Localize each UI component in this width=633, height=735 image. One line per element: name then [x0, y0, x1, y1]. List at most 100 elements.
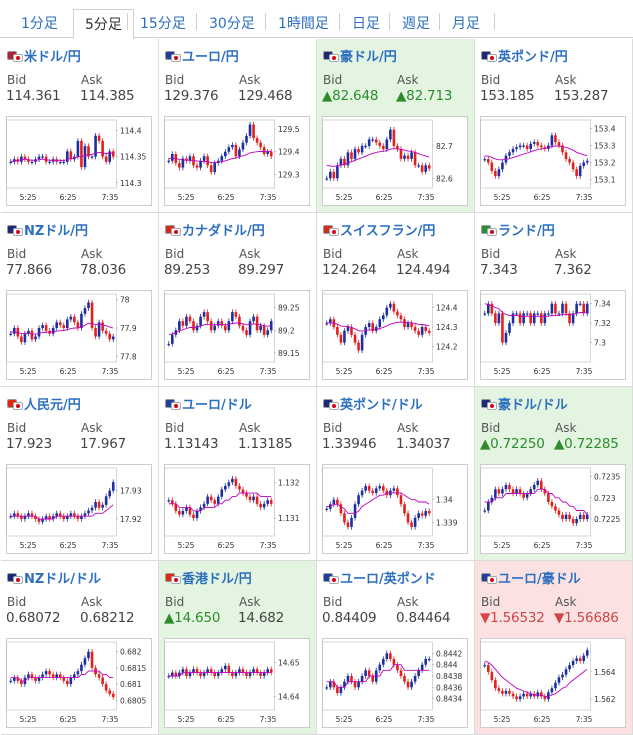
currency-pair-link[interactable]: スイスフラン/円 [323, 220, 436, 239]
currency-panel[interactable]: ユーロ/英ポンド Bid Ask 0.84409 0.84464 0.8442 0.844 0… [317, 561, 475, 735]
pair-name[interactable]: ユーロ/円 [182, 50, 239, 65]
currency-panel[interactable]: 英ポンド/ドル Bid Ask 1.33946 1.34037 1.34 1.339 5:25… [317, 387, 475, 561]
currency-pair-link[interactable]: 豪ドル/ドル [481, 394, 568, 413]
price-chart[interactable]: 114.4 114.35 114.3 5:25 6:25 7:35 [6, 116, 152, 206]
moving-average-line [168, 672, 272, 677]
currency-pair-link[interactable]: カナダドル/円 [165, 220, 265, 239]
currency-panel[interactable]: 人民元/円 Bid Ask 17.923 17.967 17.93 17.92 5:25 6:2… [1, 387, 159, 561]
price-chart[interactable]: 7.34 7.32 7.3 5:25 6:25 7:35 [480, 290, 626, 380]
pair-name[interactable]: 豪ドル/円 [340, 50, 397, 65]
tab-timeframe[interactable]: 15分足 [140, 16, 186, 32]
price-chart[interactable]: 82.7 82.6 5:25 6:25 7:35 [322, 116, 468, 206]
candle-body [227, 147, 231, 152]
ask-label: Ask [239, 595, 261, 609]
plot-area [480, 293, 591, 363]
currency-pair-link[interactable]: ユーロ/ドル [165, 394, 252, 413]
tab-timeframe[interactable]: 日足 [352, 16, 380, 32]
candle-body [209, 496, 213, 501]
currency-pair-link[interactable]: ユーロ/豪ドル [481, 568, 581, 587]
price-chart[interactable]: 153.4 153.3 153.2 153.1 5:25 6:25 7:35 [480, 116, 626, 206]
currency-panel[interactable]: 豪ドル/円 Bid Ask ▲82.648 ▲82.713 82.7 82.6 5:25 6:2… [317, 39, 475, 213]
candle-body [508, 323, 511, 333]
ask-label: Ask [555, 421, 577, 435]
pair-name[interactable]: 英ポンド/ドル [340, 398, 423, 413]
currency-pair-link[interactable]: 英ポンド/円 [481, 46, 568, 65]
currency-panel[interactable]: NZドル/ドル Bid Ask 0.68072 0.68212 0.682 0.6815 0.… [1, 561, 159, 735]
tab-timeframe[interactable]: 5分足 [73, 9, 134, 39]
currency-pair-link[interactable]: 米ドル/円 [7, 46, 81, 65]
candle-body [216, 496, 220, 504]
currency-panel[interactable]: ユーロ/ドル Bid Ask 1.13143 1.13185 1.132 1.131 5:25… [159, 387, 317, 561]
currency-pair-link[interactable]: ユーロ/円 [165, 46, 239, 65]
pair-name[interactable]: 豪ドル/ドル [498, 398, 568, 413]
tab-timeframe[interactable]: 月足 [452, 16, 480, 32]
price-chart[interactable]: 1.132 1.131 5:25 6:25 7:35 [164, 464, 310, 554]
price-chart[interactable]: 1.34 1.339 5:25 6:25 7:35 [322, 464, 468, 554]
currency-pair-link[interactable]: ランド/円 [481, 220, 555, 239]
price-chart[interactable]: 0.7235 0.723 0.7225 5:25 6:25 7:35 [480, 464, 626, 554]
price-chart[interactable]: 129.5 129.4 129.3 5:25 6:25 7:35 [164, 116, 310, 206]
pair-name[interactable]: 米ドル/円 [24, 50, 81, 65]
tab-timeframe[interactable]: 週足 [402, 16, 430, 32]
candle-body [568, 313, 571, 324]
price-chart[interactable]: 14.65 14.64 5:25 6:25 7:35 [164, 638, 310, 728]
candle-body [501, 489, 504, 494]
ask-label: Ask [397, 595, 419, 609]
y-tick-label: 1.131 [278, 514, 300, 523]
currency-pair-link[interactable]: ユーロ/英ポンド [323, 568, 436, 587]
candle-body [97, 674, 101, 678]
currency-pair-link[interactable]: 香港ドル/円 [165, 568, 252, 587]
currency-panel[interactable]: スイスフラン/円 Bid Ask 124.264 124.494 124.4 124.3 12… [317, 213, 475, 387]
tab-timeframe[interactable]: 1分足 [21, 16, 58, 32]
currency-pair-link[interactable]: 英ポンド/ドル [323, 394, 423, 413]
price-chart[interactable]: 124.4 124.3 124.2 5:25 6:25 7:35 [322, 290, 468, 380]
currency-pair-link[interactable]: NZドル/円 [7, 220, 89, 239]
candle-body [248, 124, 252, 136]
tab-timeframe[interactable]: 30分足 [209, 16, 255, 32]
pair-name[interactable]: ユーロ/英ポンド [340, 572, 436, 587]
pair-name[interactable]: スイスフラン/円 [340, 224, 436, 239]
y-tick-label: 129.3 [278, 170, 300, 179]
candle-body [231, 144, 234, 148]
candle-body [76, 140, 80, 157]
currency-panel[interactable]: ランド/円 Bid Ask 7.343 7.362 7.34 7.32 7.3 5:25 6:25… [475, 213, 633, 387]
candle-body [336, 165, 339, 179]
pair-name[interactable]: ユーロ/ドル [182, 398, 252, 413]
currency-panel[interactable]: ユーロ/円 Bid Ask 129.376 129.468 129.5 129.4 129.3… [159, 39, 317, 213]
price-chart[interactable]: 1.564 1.562 5:25 6:25 7:35 [480, 638, 626, 728]
pair-name[interactable]: カナダドル/円 [182, 224, 265, 239]
price-chart[interactable]: 0.8442 0.844 0.8438 0.8436 0.8434 5:25 6:25 7:3… [322, 638, 468, 728]
currency-panel[interactable]: ユーロ/豪ドル Bid Ask ▼1.56532 ▼1.56686 1.564 1.562 5… [475, 561, 633, 735]
currency-panel[interactable]: NZドル/円 Bid Ask 77.866 78.036 78 77.9 77.8 5:25 6:… [1, 213, 159, 387]
pair-name[interactable]: 人民元/円 [24, 398, 81, 413]
moving-average-line [168, 492, 272, 512]
y-tick-label: 129.4 [278, 148, 300, 157]
currency-panel[interactable]: 香港ドル/円 Bid Ask ▲14.650 14.682 14.65 14.64 5:25 6… [159, 561, 317, 735]
currency-panel[interactable]: 豪ドル/ドル Bid Ask ▲0.72250 ▲0.72285 0.7235 0.723 0… [475, 387, 633, 561]
candle-body [374, 327, 378, 331]
tab-timeframe[interactable]: 1時間足 [278, 16, 329, 32]
pair-name[interactable]: NZドル/円 [24, 224, 89, 239]
candle-body [403, 319, 406, 328]
pair-name[interactable]: 香港ドル/円 [182, 572, 252, 587]
currency-pair-link[interactable]: NZドル/ドル [7, 568, 102, 587]
candle-body [167, 160, 171, 162]
price-chart[interactable]: 17.93 17.92 5:25 6:25 7:35 [6, 464, 152, 554]
ask-label: Ask [555, 595, 577, 609]
pair-name[interactable]: ユーロ/豪ドル [498, 572, 581, 587]
price-chart[interactable]: 0.682 0.6815 0.681 0.6805 5:25 6:25 7:35 [6, 638, 152, 728]
currency-pair-link[interactable]: 豪ドル/円 [323, 46, 397, 65]
candle-body [248, 672, 252, 676]
price-chart[interactable]: 89.25 89.2 89.15 5:25 6:25 7:35 [164, 290, 310, 380]
candle-body [51, 674, 55, 678]
candle-body [417, 330, 420, 335]
candle-body [27, 330, 30, 334]
pair-name[interactable]: NZドル/ドル [24, 572, 102, 587]
currency-panel[interactable]: 米ドル/円 Bid Ask 114.361 114.385 114.4 114.35 114.… [1, 39, 159, 213]
currency-panel[interactable]: 英ポンド/円 Bid Ask 153.185 153.287 153.4 153.3 153.… [475, 39, 633, 213]
currency-panel[interactable]: カナダドル/円 Bid Ask 89.253 89.297 89.25 89.2 89.15 5… [159, 213, 317, 387]
price-chart[interactable]: 78 77.9 77.8 5:25 6:25 7:35 [6, 290, 152, 380]
pair-name[interactable]: 英ポンド/円 [498, 50, 568, 65]
pair-name[interactable]: ランド/円 [498, 224, 555, 239]
currency-pair-link[interactable]: 人民元/円 [7, 394, 81, 413]
